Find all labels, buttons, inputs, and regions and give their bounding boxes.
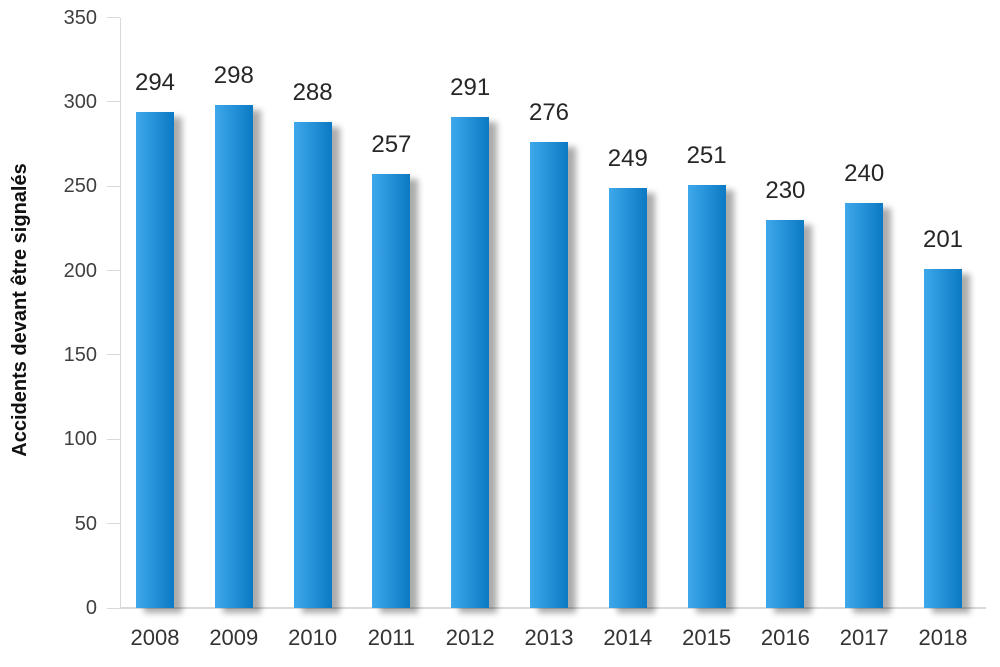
value-label-2018: 201 [922, 225, 964, 253]
value-label-2016: 230 [765, 176, 806, 204]
x-axis-label-2011: 2011 [367, 625, 416, 650]
y-axis-tick-label: 250 [63, 175, 97, 198]
value-label-2008: 294 [134, 68, 176, 96]
bar-2010 [293, 122, 332, 608]
x-axis-label-2015: 2015 [682, 625, 732, 650]
bar-2018 [924, 268, 962, 608]
value-label-2017: 240 [844, 160, 885, 188]
y-axis-line [120, 17, 121, 608]
y-axis-tick [107, 607, 120, 609]
x-axis-label-2014: 2014 [603, 625, 653, 650]
x-axis-label-2008: 2008 [130, 625, 180, 650]
y-axis-tick [107, 185, 120, 187]
bar-2015 [687, 184, 726, 608]
x-axis-label-2013: 2013 [524, 625, 574, 650]
y-axis-tick-label: 200 [63, 259, 97, 282]
y-axis-tick-label: 350 [63, 6, 97, 29]
value-label-2010: 288 [292, 79, 333, 107]
bar-2016 [766, 219, 805, 608]
x-axis-label-2016: 2016 [760, 625, 810, 650]
bar-2011 [372, 174, 411, 608]
x-axis-label-2017: 2017 [839, 625, 889, 650]
y-axis-tick-label: 300 [63, 90, 97, 113]
bar-2012 [451, 117, 490, 608]
y-axis-tick-label: 0 [85, 597, 97, 619]
value-label-2013: 276 [528, 99, 570, 127]
bar-2009 [214, 105, 253, 608]
y-axis-tick [107, 17, 120, 18]
x-axis-label-2012: 2012 [445, 625, 495, 650]
value-label-2011: 257 [371, 131, 412, 159]
x-axis-label-2018: 2018 [918, 625, 968, 650]
y-axis-tick-label: 50 [74, 512, 97, 535]
bar-2014 [608, 187, 647, 608]
y-axis-tick [107, 270, 120, 272]
x-axis-label-2009: 2009 [209, 625, 259, 650]
bar-2013 [530, 142, 568, 608]
x-axis-line [120, 607, 986, 609]
x-axis-label-2010: 2010 [288, 625, 338, 650]
y-axis-tick [107, 438, 120, 440]
y-axis-tick-label: 150 [63, 343, 97, 366]
y-axis-tick [107, 354, 120, 356]
bar-2017 [845, 203, 884, 608]
bar-2008 [136, 111, 174, 608]
y-axis-tick [107, 101, 120, 103]
value-label-2014: 249 [607, 144, 648, 172]
value-label-2015: 251 [686, 141, 727, 169]
value-label-2012: 291 [450, 74, 491, 102]
value-label-2009: 298 [213, 62, 254, 90]
y-axis-tick [107, 523, 120, 525]
y-axis-tick-label: 100 [63, 428, 97, 451]
